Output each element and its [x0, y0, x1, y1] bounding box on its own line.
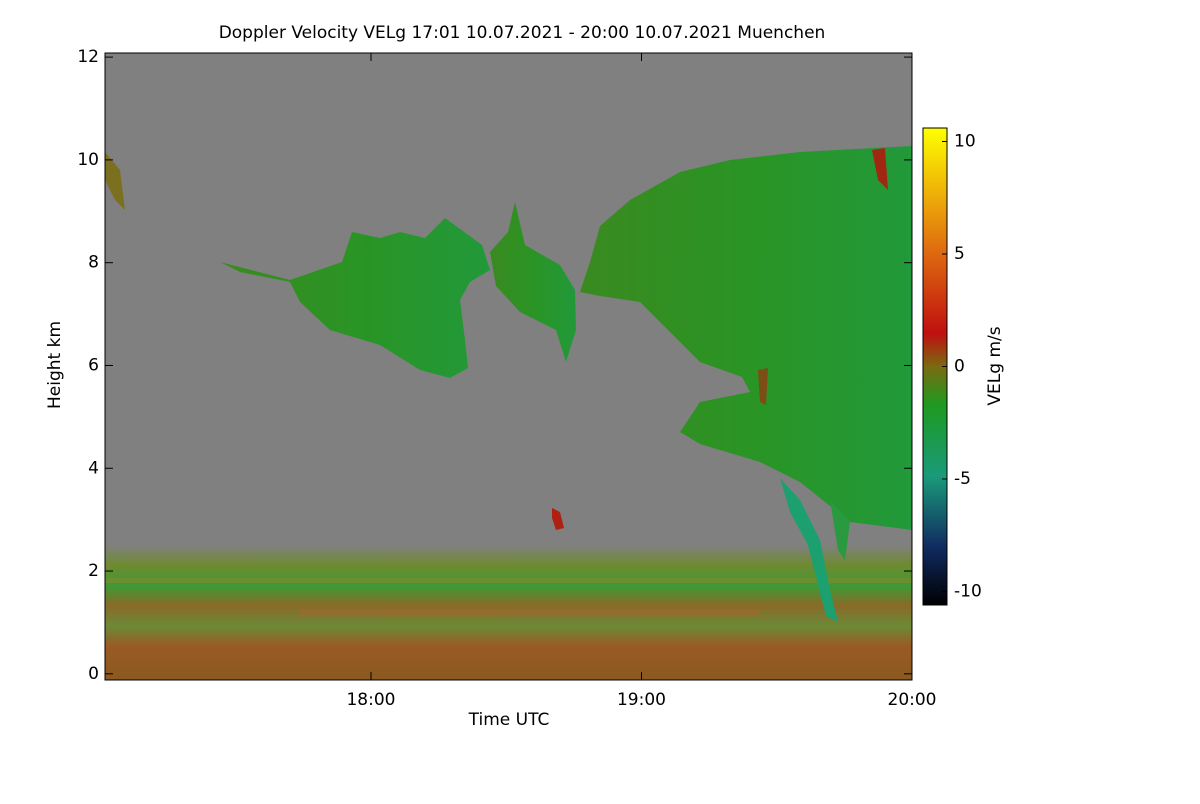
x-tick-label: 20:00 [888, 690, 937, 710]
y-axis-label: Height km [45, 321, 65, 409]
y-tick-label: 12 [77, 47, 99, 67]
plot-area [104, 52, 913, 681]
echo-region [105, 152, 125, 210]
x-tick-label: 19:00 [617, 690, 666, 710]
colorbar-tick-label: -10 [954, 582, 982, 602]
echo-region [552, 508, 564, 530]
echo-region [300, 610, 760, 616]
echo-region [872, 148, 888, 190]
colorbar-tick-label: 10 [954, 132, 976, 152]
x-axis-label: Time UTC [468, 710, 550, 730]
y-tick-label: 2 [88, 561, 99, 581]
echo-region [780, 478, 838, 622]
echo-region [220, 218, 490, 378]
chart-title: Doppler Velocity VELg 17:01 10.07.2021 -… [219, 23, 826, 43]
plot-frame [104, 52, 913, 681]
y-tick-label: 4 [88, 458, 99, 478]
y-tick-label: 10 [77, 150, 99, 170]
echo-region [490, 202, 576, 362]
y-tick-label: 6 [88, 355, 99, 375]
y-tick-label: 8 [88, 253, 99, 273]
y-tick-label: 0 [88, 664, 99, 684]
colorbar-label: VELg m/s [985, 326, 1005, 405]
echo-region [758, 368, 768, 405]
colorbar-tick-label: 0 [954, 357, 965, 377]
echo-region [580, 146, 912, 530]
colorbar-tick-label: -5 [954, 469, 971, 489]
echo-region [830, 500, 850, 560]
colorbar-tick-label: 5 [954, 244, 965, 264]
echo-region [105, 578, 912, 583]
x-tick-label: 18:00 [346, 690, 395, 710]
